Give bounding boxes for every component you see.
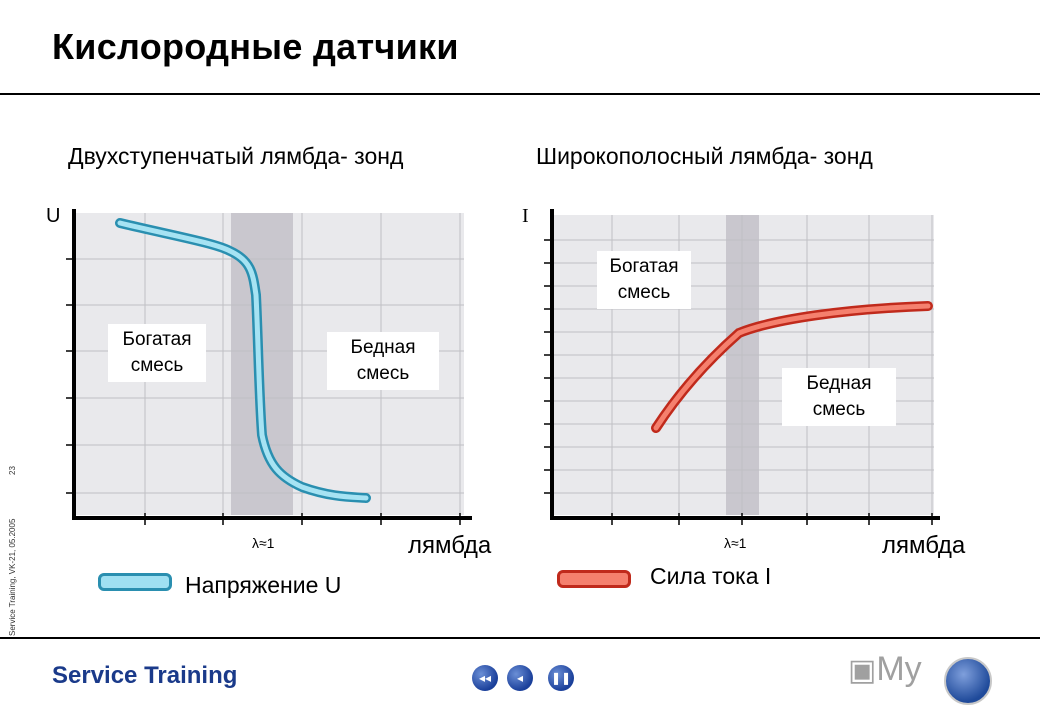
left-subtitle: Двухступенчатый лямбда- зонд bbox=[68, 143, 404, 169]
vw-logo bbox=[944, 657, 992, 705]
legend-current-line bbox=[557, 570, 631, 588]
left-x-label: лямбда bbox=[408, 532, 492, 559]
legend-voltage-line bbox=[98, 573, 172, 591]
right-grid bbox=[550, 215, 934, 515]
page-title: Кислородные датчики bbox=[52, 26, 459, 67]
right-rich-line1: Богатая bbox=[609, 256, 679, 277]
right-lean-line2: смесь bbox=[812, 399, 866, 420]
watermark-icon: ▣ bbox=[848, 654, 877, 687]
right-chart-svg bbox=[544, 209, 940, 525]
side-meta: Service Training, VK-21, 05.2005 bbox=[8, 518, 17, 636]
legend-current-text: Сила тока I bbox=[650, 563, 772, 589]
right-lean-line1: Бедная bbox=[806, 373, 872, 394]
right-lean-annotation: Бедная смесь bbox=[782, 368, 896, 426]
right-curve bbox=[653, 303, 931, 431]
side-text: Service Training, VK-21, 05.2005 23 bbox=[2, 300, 20, 640]
left-lean-line2: смесь bbox=[356, 363, 410, 384]
bottom-divider bbox=[0, 637, 1040, 639]
back-start-icon[interactable]: ◂◂ bbox=[472, 665, 498, 691]
footer-title: Service Training bbox=[52, 662, 238, 689]
watermark: ▣My bbox=[848, 650, 922, 689]
left-lambda-mark: λ≈1 bbox=[252, 535, 275, 551]
left-rich-line1: Богатая bbox=[122, 329, 192, 350]
left-rich-line2: смесь bbox=[130, 355, 184, 376]
left-y-letter: U bbox=[46, 205, 61, 227]
right-subtitle: Широкополосный лямбда- зонд bbox=[536, 143, 873, 169]
back-icon[interactable]: ◂ bbox=[507, 665, 533, 691]
top-divider bbox=[0, 93, 1040, 95]
page-number: 23 bbox=[8, 466, 17, 475]
right-chart: I Богатая смесь Бедная смесь λ≈1 bbox=[514, 195, 984, 565]
legend-voltage-text: Напряжение U bbox=[185, 572, 342, 598]
pause-icon[interactable]: ❚❚ bbox=[548, 665, 574, 691]
right-rich-annotation: Богатая смесь bbox=[597, 251, 691, 309]
left-chart: U Богатая смесь Бедная смесь λ≈1 bbox=[40, 195, 510, 565]
right-lambda-mark: λ≈1 bbox=[724, 535, 747, 551]
right-rich-line2: смесь bbox=[617, 282, 671, 303]
left-curve bbox=[117, 220, 369, 501]
watermark-text: My bbox=[876, 650, 922, 688]
left-lean-line1: Бедная bbox=[350, 337, 416, 358]
left-lean-annotation: Бедная смесь bbox=[327, 332, 439, 390]
right-y-letter: I bbox=[522, 205, 529, 227]
right-x-label: лямбда bbox=[882, 532, 966, 559]
left-rich-annotation: Богатая смесь bbox=[108, 324, 206, 382]
